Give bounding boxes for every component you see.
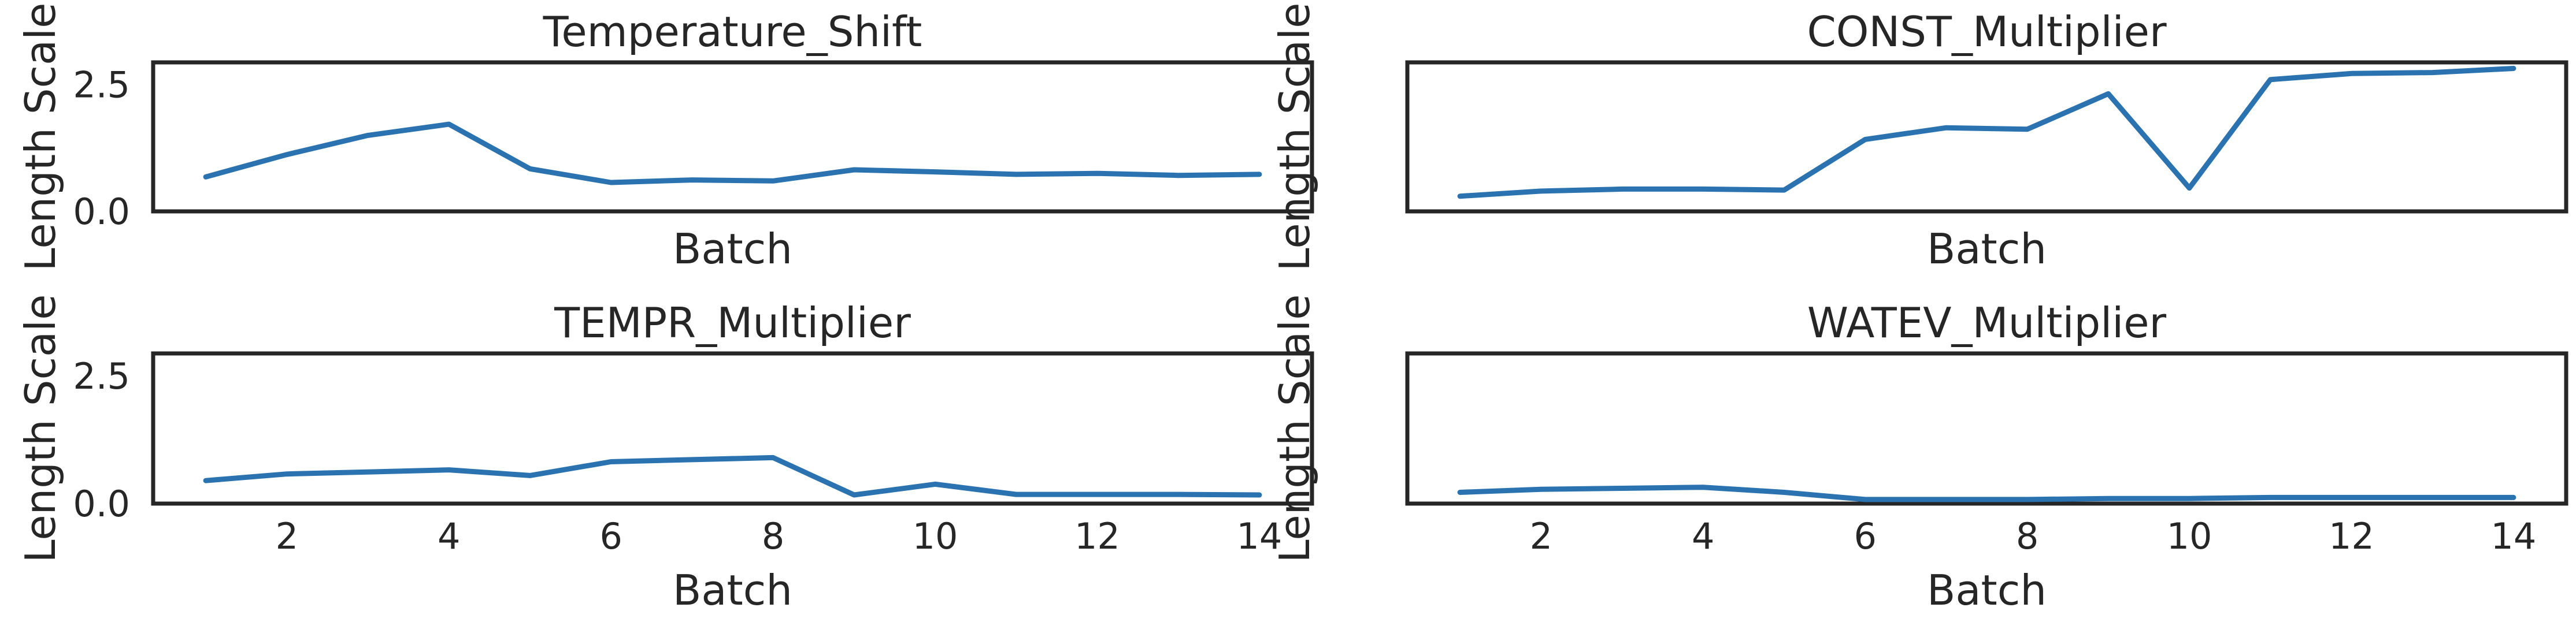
panel-temperature-shift: Temperature_Shift 0.0 2.5 Batch Length Scale bbox=[16, 3, 1314, 273]
y-tick-label: 0.0 bbox=[73, 191, 130, 233]
plot-frame bbox=[1405, 60, 2568, 214]
x-tick-label: 4 bbox=[1692, 515, 1714, 557]
y-axis-label: Length Scale bbox=[16, 295, 65, 563]
x-tick-label: 14 bbox=[1236, 515, 1282, 557]
y-tick-label: 2.5 bbox=[73, 64, 130, 106]
x-axis-label: Batch bbox=[1927, 225, 2047, 273]
x-axis-label: Batch bbox=[673, 225, 792, 273]
chart-title: Temperature_Shift bbox=[543, 8, 922, 56]
chart-title: TEMPR_Multiplier bbox=[554, 299, 911, 347]
x-tick-label: 14 bbox=[2490, 515, 2536, 557]
series-line bbox=[1457, 485, 2516, 502]
y-axis-label: Length Scale bbox=[1270, 295, 1319, 563]
plot-frame bbox=[151, 351, 1314, 506]
panel-watev-multiplier: WATEV_Multiplier 2 4 6 8 10 12 14 Batch Length Sc… bbox=[1270, 295, 2568, 614]
panel-const-multiplier: CONST_Multiplier Batch Length Scale bbox=[1270, 3, 2568, 273]
x-axis-label: Batch bbox=[673, 566, 792, 614]
y-axis-label: Length Scale bbox=[1270, 3, 1319, 271]
y-axis-label: Length Scale bbox=[16, 3, 65, 271]
x-tick-label: 10 bbox=[913, 515, 958, 557]
plot-frame bbox=[1405, 351, 2568, 506]
y-tick-label: 2.5 bbox=[73, 355, 130, 397]
y-tick-label: 0.0 bbox=[73, 483, 130, 525]
panel-tempr-multiplier: TEMPR_Multiplier 0.0 2.5 2 4 6 8 10 12 14 Batch Len… bbox=[16, 295, 1314, 614]
x-tick-label: 8 bbox=[2016, 515, 2038, 557]
series-line bbox=[203, 121, 1262, 185]
chart-title: WATEV_Multiplier bbox=[1807, 299, 2167, 347]
x-axis-label: Batch bbox=[1927, 566, 2047, 614]
x-tick-label: 2 bbox=[276, 515, 298, 557]
x-tick-label: 6 bbox=[1854, 515, 1876, 557]
x-tick-label: 2 bbox=[1530, 515, 1552, 557]
plot-frame bbox=[151, 60, 1314, 214]
x-tick-label: 10 bbox=[2167, 515, 2212, 557]
series-line bbox=[1457, 66, 2516, 199]
x-tick-label: 12 bbox=[1074, 515, 1120, 557]
x-tick-label: 8 bbox=[762, 515, 784, 557]
x-tick-label: 4 bbox=[438, 515, 460, 557]
x-tick-label: 12 bbox=[2329, 515, 2374, 557]
chart-title: CONST_Multiplier bbox=[1807, 8, 2166, 56]
x-tick-label: 6 bbox=[599, 515, 622, 557]
series-line bbox=[203, 455, 1262, 498]
